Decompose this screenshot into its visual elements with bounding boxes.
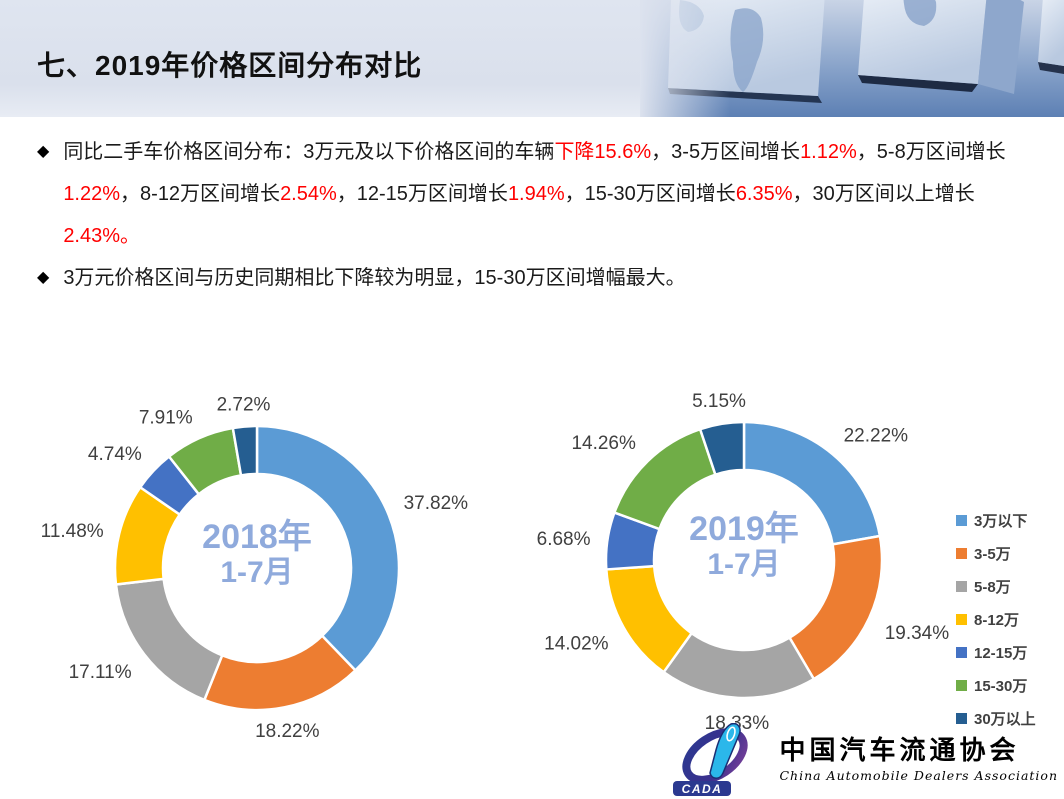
legend-label: 15-30万 <box>974 678 1028 695</box>
legend-label: 5-8万 <box>974 579 1011 596</box>
bullet-text-2: 3万元价格区间与历史同期相比下降较为明显，15-30万区间增幅最大。 <box>63 267 686 289</box>
chart-center-label: 2019年 1-7月 <box>689 510 799 581</box>
legend-item-3万以下: 3万以下 <box>956 504 1036 537</box>
legend-swatch <box>956 614 967 625</box>
logo-cada-text: CADA <box>682 782 723 796</box>
legend-label: 3-5万 <box>974 546 1011 563</box>
highlight-value: 1.12% <box>800 141 857 163</box>
legend-swatch <box>956 515 967 526</box>
highlight-value: 2.43%。 <box>63 225 141 247</box>
legend-item-12-15万: 12-15万 <box>956 636 1036 669</box>
legend-item-30万以上: 30万以上 <box>956 702 1036 735</box>
donut-slice-3-5万 <box>788 534 884 681</box>
cube-icon <box>1038 0 1064 74</box>
legend-swatch <box>956 548 967 559</box>
body-text: ，8-12万区间增长 <box>120 183 281 205</box>
legend-label: 3万以下 <box>974 513 1028 530</box>
logo-name-en: China Automobile Dealers Association <box>779 767 1058 783</box>
highlight-value: 1.22% <box>63 183 121 205</box>
slice-label-8-12万: 11.48% <box>41 521 104 542</box>
slice-label-3-5万: 18.22% <box>255 721 320 742</box>
legend-label: 12-15万 <box>974 645 1028 662</box>
slice-label-15-30万: 14.26% <box>571 433 636 454</box>
chart-legend: 3万以下 3-5万 5-8万 8-12万 12-15万 15-30万 30万以上 <box>956 504 1036 735</box>
legend-swatch <box>956 680 967 691</box>
donut-slice-5-8万 <box>114 577 224 702</box>
legend-swatch <box>956 647 967 658</box>
donut-chart-2018: 37.82% 18.22% 17.11% 11.48% 4.74% 7.91% 2.72% 2… <box>41 395 469 742</box>
legend-swatch <box>956 713 967 724</box>
body-text: 同比二手车价格区间分布：3万元及以下价格区间的车辆 <box>63 141 555 163</box>
slice-label-3万以下: 37.82% <box>404 493 469 514</box>
donut-slice-3-5万 <box>203 634 357 712</box>
highlight-value: 6.35% <box>735 183 793 205</box>
legend-item-3-5万: 3-5万 <box>956 537 1036 570</box>
slice-label-30万以上: 5.15% <box>692 391 746 412</box>
legend-item-15-30万: 15-30万 <box>956 669 1036 702</box>
cube-icon <box>858 0 1024 94</box>
bullet-list: ◆ 同比二手车价格区间分布：3万元及以下价格区间的车辆下降15.6%，3-5万区… <box>37 131 1027 299</box>
body-text: ，12-15万区间增长 <box>336 183 508 205</box>
body-text: ，15-30万区间增长 <box>564 183 736 205</box>
bullet-item-1: ◆ 同比二手车价格区间分布：3万元及以下价格区间的车辆下降15.6%，3-5万区… <box>37 131 1027 257</box>
slice-label-12-15万: 4.74% <box>88 444 142 465</box>
donut-chart-2019: 22.22% 19.34% 18.33% 14.02% 6.68% 14.26% 5.15%… <box>537 391 950 734</box>
slice-label-3万以下: 22.22% <box>844 425 909 446</box>
bullet-text-1: 同比二手车价格区间分布：3万元及以下价格区间的车辆下降15.6%，3-5万区间增… <box>63 131 1027 257</box>
slice-label-5-8万: 17.11% <box>69 662 132 683</box>
donut-slice-30万以上 <box>698 420 746 476</box>
slice-label-8-12万: 14.02% <box>544 634 609 655</box>
slice-label-15-30万: 7.91% <box>139 408 193 429</box>
highlight-value: 1.94% <box>507 183 565 205</box>
chart-center-label: 2018年 1-7月 <box>202 518 312 589</box>
page-title: 七、2019年价格区间分布对比 <box>37 50 423 81</box>
diamond-bullet-icon: ◆ <box>37 143 50 160</box>
donut-slice-5-8万 <box>662 631 816 700</box>
highlight-value: 下降15.6% <box>554 141 652 163</box>
slice-label-30万以上: 2.72% <box>217 395 271 416</box>
donut-slice-30万以上 <box>231 424 259 477</box>
legend-item-8-12万: 8-12万 <box>956 603 1036 636</box>
legend-label: 8-12万 <box>974 612 1020 629</box>
diamond-bullet-icon: ◆ <box>37 269 50 286</box>
body-text: ，30万区间以上增长 <box>792 183 975 205</box>
slice-label-5-8万: 18.33% <box>705 713 770 734</box>
photo-left-fade <box>640 0 730 117</box>
cada-emblem-icon: CADA <box>673 723 749 796</box>
globe-cubes-image <box>640 0 1064 117</box>
donut-slice-3万以下 <box>255 424 401 672</box>
legend-label: 30万以上 <box>974 711 1036 728</box>
logo-name-cn: 中国汽车流通协会 <box>779 736 1020 767</box>
legend-swatch <box>956 581 967 592</box>
header-bar: 七、2019年价格区间分布对比 <box>0 0 1064 117</box>
bullet-item-2: ◆ 3万元价格区间与历史同期相比下降较为明显，15-30万区间增幅最大。 <box>37 257 1027 299</box>
body-text: ，3-5万区间增长 <box>651 141 801 163</box>
legend-item-5-8万: 5-8万 <box>956 570 1036 603</box>
slice-label-3-5万: 19.34% <box>885 623 950 644</box>
slice-label-12-15万: 6.68% <box>537 529 591 550</box>
logo-text: 中国汽车流通协会 China Automobile Dealers Associ… <box>779 737 1058 783</box>
highlight-value: 2.54% <box>280 183 337 205</box>
cada-logo: CADA 中国汽车流通协会 China Automobile Dealers A… <box>671 723 1058 797</box>
body-text: ，5-8万区间增长 <box>856 141 1006 163</box>
